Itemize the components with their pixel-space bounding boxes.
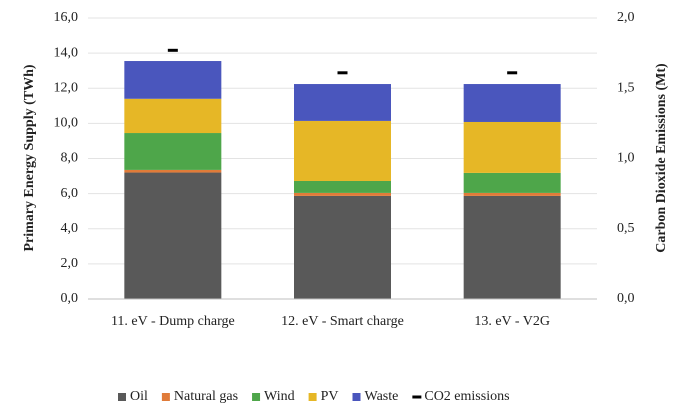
legend-label: PV [321,389,339,404]
bar-segment [463,192,561,196]
y2-axis-title: Carbon Dioxide Emissions (Mt) [654,63,669,253]
bar-segment [124,61,222,99]
bar-segment [294,84,391,121]
y-tick-label: 16,0 [54,10,79,25]
bar-segment [124,133,222,170]
y2-tick-label: 0,0 [617,291,635,306]
y-axis-title: Primary Energy Supply (TWh) [22,64,37,251]
legend-swatch [161,393,170,401]
bar-segment [463,84,561,122]
y-tick-label: 14,0 [54,45,79,60]
y-tick-label: 10,0 [54,116,79,131]
legend-swatch [308,393,317,401]
legend-swatch [352,393,361,401]
legend-label: Wind [264,389,295,404]
x-tick-label: 13. eV - V2G [474,314,550,329]
bar-segment [294,192,391,196]
bar-segment [463,195,561,299]
legend-label: Waste [365,389,399,404]
y-tick-label: 6,0 [61,186,79,201]
bar-segment [294,180,391,193]
y-tick-label: 2,0 [61,256,79,271]
y-tick-label: 4,0 [61,221,79,236]
bar-segment [463,172,561,193]
legend-swatch [412,395,422,399]
legend-swatch [252,393,261,401]
bar-segment [124,98,222,134]
bar-segment [124,169,222,173]
bar-segment [294,195,391,299]
bar-segment [294,120,391,181]
y-tick-label: 12,0 [54,80,79,95]
bar-segment [463,121,561,173]
y2-tick-label: 1,5 [617,80,635,95]
y2-tick-label: 0,5 [617,221,635,236]
y-tick-label: 8,0 [61,151,79,166]
x-tick-label: 11. eV - Dump charge [111,314,235,329]
legend-label: Natural gas [174,389,238,404]
y2-tick-label: 2,0 [617,10,635,25]
legend-label: CO2 emissions [424,389,509,404]
bar-segment [124,172,222,299]
legend-label: Oil [130,389,148,404]
y-tick-label: 0,0 [61,291,79,306]
legend-swatch [118,393,126,401]
x-tick-label: 12. eV - Smart charge [281,314,404,329]
y2-tick-label: 1,0 [617,151,635,166]
